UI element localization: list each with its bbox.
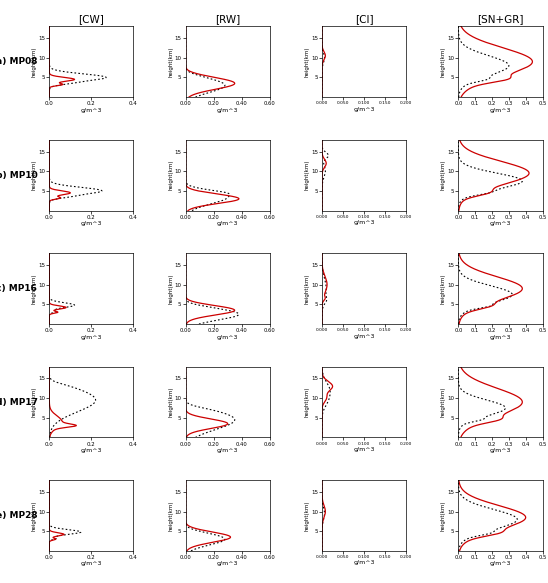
Y-axis label: height(km): height(km) (441, 387, 446, 417)
X-axis label: g/m^3: g/m^3 (490, 561, 511, 567)
Y-axis label: height(km): height(km) (168, 387, 173, 417)
Y-axis label: height(km): height(km) (168, 273, 173, 304)
Y-axis label: height(km): height(km) (32, 47, 37, 77)
Y-axis label: height(km): height(km) (32, 273, 37, 304)
X-axis label: g/m^3: g/m^3 (217, 561, 238, 567)
Text: (a) MP08: (a) MP08 (0, 57, 38, 66)
Title: [SN+GR]: [SN+GR] (477, 14, 524, 24)
X-axis label: g/m^3: g/m^3 (81, 561, 102, 567)
Y-axis label: height(km): height(km) (32, 387, 37, 417)
X-axis label: g/m^3: g/m^3 (217, 221, 238, 226)
Text: (c) MP16: (c) MP16 (0, 284, 37, 293)
X-axis label: g/m^3: g/m^3 (353, 333, 375, 339)
Y-axis label: height(km): height(km) (441, 273, 446, 304)
X-axis label: g/m^3: g/m^3 (217, 335, 238, 339)
X-axis label: g/m^3: g/m^3 (81, 221, 102, 226)
X-axis label: g/m^3: g/m^3 (353, 107, 375, 112)
Y-axis label: height(km): height(km) (32, 500, 37, 531)
Text: (b) MP10: (b) MP10 (0, 171, 38, 180)
Y-axis label: height(km): height(km) (32, 160, 37, 191)
Text: (e) MP28: (e) MP28 (0, 511, 38, 520)
X-axis label: g/m^3: g/m^3 (81, 108, 102, 113)
Y-axis label: height(km): height(km) (305, 273, 310, 304)
X-axis label: g/m^3: g/m^3 (490, 108, 511, 113)
X-axis label: g/m^3: g/m^3 (490, 335, 511, 339)
X-axis label: g/m^3: g/m^3 (353, 220, 375, 225)
Y-axis label: height(km): height(km) (168, 160, 173, 191)
X-axis label: g/m^3: g/m^3 (81, 335, 102, 339)
Y-axis label: height(km): height(km) (305, 47, 310, 77)
X-axis label: g/m^3: g/m^3 (217, 448, 238, 453)
Y-axis label: height(km): height(km) (305, 500, 310, 531)
Y-axis label: height(km): height(km) (305, 160, 310, 191)
X-axis label: g/m^3: g/m^3 (490, 221, 511, 226)
Title: [RW]: [RW] (215, 14, 241, 24)
Y-axis label: height(km): height(km) (441, 47, 446, 77)
X-axis label: g/m^3: g/m^3 (217, 108, 238, 113)
X-axis label: g/m^3: g/m^3 (490, 448, 511, 453)
Y-axis label: height(km): height(km) (168, 500, 173, 531)
Y-axis label: height(km): height(km) (305, 387, 310, 417)
Y-axis label: height(km): height(km) (168, 47, 173, 77)
X-axis label: g/m^3: g/m^3 (81, 448, 102, 453)
Title: [CW]: [CW] (78, 14, 104, 24)
Y-axis label: height(km): height(km) (441, 160, 446, 191)
Title: [CI]: [CI] (355, 14, 373, 24)
Y-axis label: height(km): height(km) (441, 500, 446, 531)
X-axis label: g/m^3: g/m^3 (353, 560, 375, 566)
Text: (d) MP17: (d) MP17 (0, 398, 38, 406)
X-axis label: g/m^3: g/m^3 (353, 447, 375, 452)
